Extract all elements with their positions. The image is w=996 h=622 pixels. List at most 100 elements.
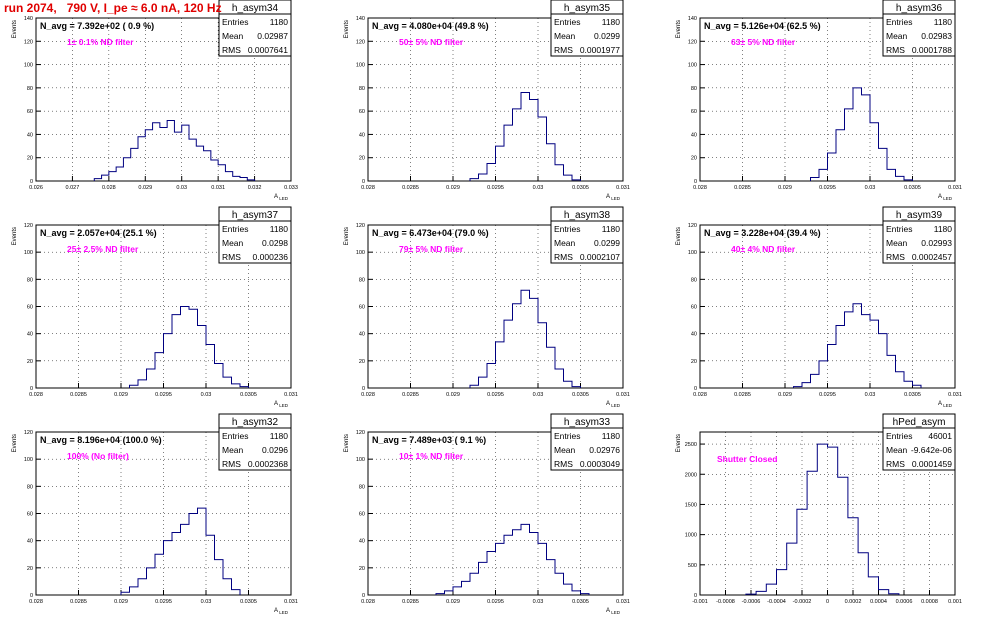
x-tick-label: 0.029 <box>446 599 460 605</box>
y-axis-label: Events <box>676 434 682 452</box>
x-tick-label: 0.0285 <box>402 185 419 191</box>
stats-label: RMS <box>554 45 573 55</box>
stats-box <box>218 206 292 264</box>
x-tick-label: 0.0305 <box>572 599 589 605</box>
histogram-line <box>93 119 256 181</box>
y-tick-label: 60 <box>359 512 365 518</box>
x-tick-label: 0.0006 <box>896 599 913 605</box>
stats-value: 0.0299 <box>594 238 620 248</box>
y-tick-label: 80 <box>27 277 33 283</box>
stats-label: Mean <box>222 445 244 455</box>
y-axis-label: Events <box>676 20 682 38</box>
n-avg-label: N_avg = 8.196e+04 (100.0 %) <box>40 435 162 445</box>
stats-box <box>218 413 292 471</box>
x-tick-label: 0.0285 <box>402 599 419 605</box>
y-tick-label: 20 <box>27 359 33 365</box>
y-tick-label: 40 <box>27 332 33 338</box>
y-tick-label: 100 <box>688 63 697 69</box>
stats-label: RMS <box>554 459 573 469</box>
stats-box <box>882 0 956 57</box>
x-tick-label: 0 <box>826 599 829 605</box>
histogram-name: h_asym35 <box>564 3 611 14</box>
x-axis-label: A LED <box>938 194 953 201</box>
x-tick-label: 0.028 <box>29 599 43 605</box>
x-axis-label-subscript: LED <box>610 403 621 408</box>
histogram-name: h_asym37 <box>232 210 279 221</box>
histogram-name: h_asym34 <box>232 3 279 14</box>
stats-value: 46001 <box>928 431 952 441</box>
y-tick-label: 80 <box>359 484 365 490</box>
x-tick-label: 0.029 <box>138 185 152 191</box>
x-tick-label: 0.03 <box>533 392 544 398</box>
x-tick-label: 0.0295 <box>819 392 836 398</box>
histogram-panel: 0.028 0.0285 0.029 0.0295 0.03 0.0305 0.031 0 20… <box>344 413 630 615</box>
x-tick-label: 0.0295 <box>487 599 504 605</box>
x-tick-label: 0.028 <box>693 185 707 191</box>
y-axis-label: Events <box>344 20 350 38</box>
y-tick-label: 80 <box>27 484 33 490</box>
x-tick-label: 0.028 <box>693 392 707 398</box>
y-tick-label: 140 <box>24 16 33 22</box>
y-tick-label: 100 <box>24 457 33 463</box>
y-tick-label: 60 <box>691 305 697 311</box>
x-tick-label: 0.0305 <box>572 185 589 191</box>
x-tick-label: 0.03 <box>533 599 544 605</box>
y-tick-label: 20 <box>359 156 365 162</box>
stats-value: -9.642e-06 <box>911 445 952 455</box>
filter-note: 10± 1% ND filter <box>399 451 464 461</box>
stats-label: Mean <box>222 31 244 41</box>
y-tick-label: 80 <box>691 86 697 92</box>
histogram-line <box>745 443 900 595</box>
x-axis-label: A LED <box>606 608 621 615</box>
filter-note: 50± 5% ND filter <box>399 37 464 47</box>
n-avg-label: N_avg = 7.489e+03 ( 9.1 %) <box>372 435 486 445</box>
y-tick-label: 1000 <box>685 533 697 539</box>
histogram-panel: 0.028 0.0285 0.029 0.0295 0.03 0.0305 0.031 0 20… <box>676 0 962 201</box>
x-axis-label-subscript: LED <box>278 610 289 615</box>
x-tick-label: -0.0006 <box>742 599 761 605</box>
x-tick-label: 0.028 <box>102 185 116 191</box>
histogram-name: h_asym39 <box>896 210 943 221</box>
x-axis-label: A LED <box>606 194 621 201</box>
stats-value: 1180 <box>934 17 953 27</box>
n-avg-label: N_avg = 2.057e+04 (25.1 %) <box>40 228 157 238</box>
stats-label: RMS <box>886 459 905 469</box>
stats-value: 1180 <box>602 17 621 27</box>
stats-label: RMS <box>886 45 905 55</box>
histogram-panel: 0.028 0.0285 0.029 0.0295 0.03 0.0305 0.031 0 20… <box>12 413 298 615</box>
y-tick-label: 0 <box>694 386 697 392</box>
x-tick-label: 0.0008 <box>921 599 938 605</box>
stats-box <box>550 0 624 57</box>
stats-label: Mean <box>886 238 908 248</box>
y-tick-label: 120 <box>356 223 365 229</box>
x-tick-label: 0.03 <box>865 392 876 398</box>
x-tick-label: 0.029 <box>778 392 792 398</box>
y-tick-label: 1500 <box>685 502 697 508</box>
stats-label: Entries <box>554 224 580 234</box>
stats-value: 0.02987 <box>257 31 288 41</box>
stats-box <box>218 0 292 57</box>
x-tick-label: 0.031 <box>284 599 298 605</box>
histogram-line <box>793 303 922 388</box>
y-tick-label: 20 <box>27 156 33 162</box>
x-axis-label-subscript: LED <box>610 610 621 615</box>
x-tick-label: 0.0295 <box>487 392 504 398</box>
stats-value: 1180 <box>270 431 289 441</box>
y-tick-label: 0 <box>362 386 365 392</box>
y-tick-label: 2000 <box>685 472 697 478</box>
y-tick-label: 80 <box>27 86 33 92</box>
x-axis-label-subscript: LED <box>942 403 953 408</box>
y-tick-label: 20 <box>691 156 697 162</box>
stats-value: 0.0298 <box>262 238 288 248</box>
x-tick-label: 0.0002 <box>845 599 862 605</box>
y-tick-label: 0 <box>30 593 33 599</box>
histogram-panel: 0.028 0.0285 0.029 0.0295 0.03 0.0305 0.031 0 20… <box>344 0 630 201</box>
x-axis-label-subscript: LED <box>278 403 289 408</box>
x-tick-label: 0.0305 <box>904 392 921 398</box>
histogram-panel: -0.001 -0.0008 -0.0006 -0.0004 -0.0002 0 0.000… <box>676 413 962 605</box>
y-tick-label: 100 <box>356 457 365 463</box>
stats-label: RMS <box>222 459 241 469</box>
x-tick-label: -0.0004 <box>767 599 786 605</box>
y-axis-label: Events <box>12 20 18 38</box>
